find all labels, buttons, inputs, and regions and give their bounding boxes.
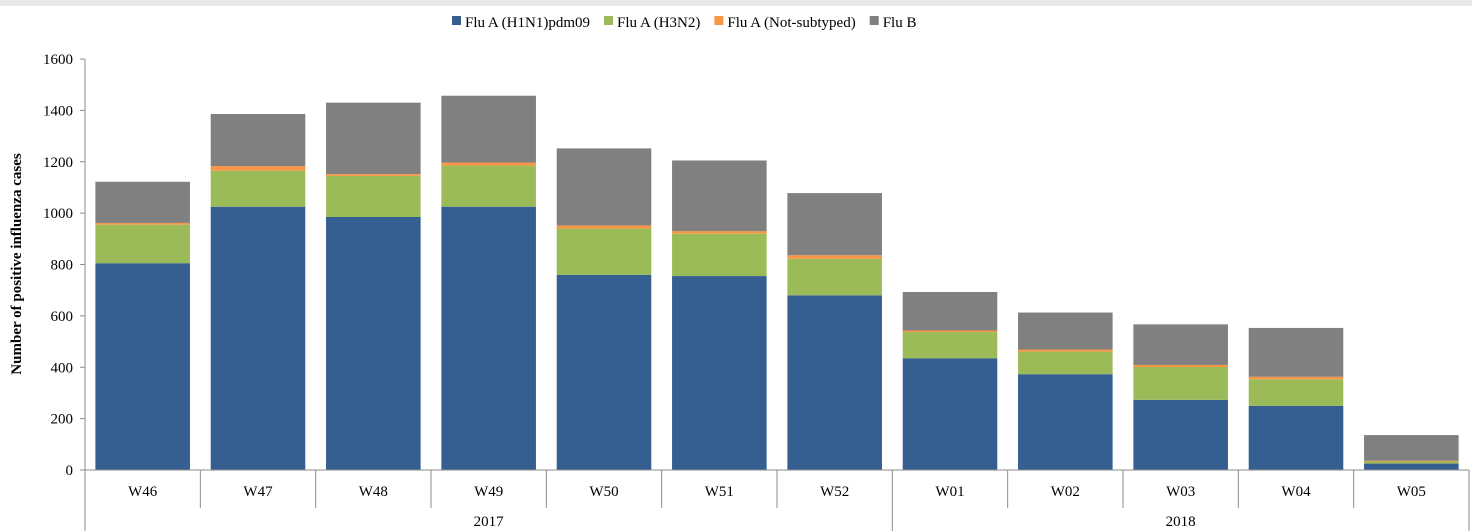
bar-segment xyxy=(1364,461,1459,462)
x-group-label: 2017 xyxy=(474,514,505,530)
x-tick-label: W05 xyxy=(1397,484,1426,500)
legend-label: Flu A (H3N2) xyxy=(617,15,700,31)
legend: Flu A (H1N1)pdm09 Flu A (H3N2) Flu A (Not-… xyxy=(452,15,916,31)
y-tick-label: 200 xyxy=(51,412,74,428)
bar-segment xyxy=(1018,313,1113,350)
bar-segment xyxy=(903,292,998,331)
bar-segment xyxy=(903,358,998,470)
y-tick-label: 0 xyxy=(66,463,74,479)
bar-segment xyxy=(326,217,421,470)
bar-segment xyxy=(1249,377,1344,380)
bar-segment xyxy=(95,225,190,264)
bar-segment xyxy=(672,276,767,470)
y-tick-label: 1200 xyxy=(43,155,73,171)
bar-segment xyxy=(211,114,306,166)
bar-segment xyxy=(1249,379,1344,405)
bar-segment xyxy=(1364,464,1459,470)
bar-segment xyxy=(672,231,767,234)
bar-segment xyxy=(441,166,536,207)
legend-swatch xyxy=(452,16,461,25)
y-tick-label: 600 xyxy=(51,309,74,325)
bar-segment xyxy=(787,295,882,470)
x-group-label: 2018 xyxy=(1166,514,1196,530)
bar-segment xyxy=(903,332,998,358)
bar-segment xyxy=(1018,374,1113,470)
bar-segment xyxy=(441,163,536,166)
x-tick-label: W46 xyxy=(128,484,158,500)
y-tick-label: 400 xyxy=(51,360,74,376)
x-tick-label: W51 xyxy=(705,484,734,500)
y-tick-label: 1400 xyxy=(43,103,73,119)
bar-segment xyxy=(1364,462,1459,464)
bar-segment xyxy=(441,207,536,470)
bar-segment xyxy=(211,207,306,470)
bar-segment xyxy=(557,148,652,225)
y-tick-label: 800 xyxy=(51,258,74,274)
bar-segment xyxy=(95,182,190,223)
x-tick-label: W48 xyxy=(359,484,388,500)
bar-segment xyxy=(787,255,882,259)
bars xyxy=(95,96,1458,470)
bar-segment xyxy=(903,331,998,333)
bar-segment xyxy=(1133,365,1228,367)
x-tick-label: W02 xyxy=(1051,484,1080,500)
bar-segment xyxy=(672,234,767,276)
bar-segment xyxy=(557,225,652,228)
bar-segment xyxy=(211,171,306,207)
bar-segment xyxy=(326,176,421,217)
bar-segment xyxy=(1133,400,1228,470)
x-tick-label: W03 xyxy=(1166,484,1195,500)
y-tick-label: 1000 xyxy=(43,206,73,222)
x-tick-label: W01 xyxy=(935,484,964,500)
bar-segment xyxy=(787,193,882,255)
bar-segment xyxy=(557,275,652,470)
x-tick-label: W52 xyxy=(820,484,849,500)
bar-segment xyxy=(1249,328,1344,377)
bar-segment xyxy=(787,259,882,295)
legend-swatch xyxy=(604,16,613,25)
bar-segment xyxy=(1133,367,1228,400)
y-axis-title: Number of positive influenza cases xyxy=(9,153,25,375)
bar-segment xyxy=(1133,324,1228,365)
bar-segment xyxy=(326,103,421,174)
x-tick-label: W49 xyxy=(474,484,503,500)
x-axis: W46 W47 W48 W49 W50 W51 W52 W01 W02 W03 W04 W05 2017… xyxy=(85,470,1469,531)
x-tick-label: W50 xyxy=(589,484,618,500)
bar-segment xyxy=(672,160,767,231)
x-tick-label: W04 xyxy=(1281,484,1311,500)
legend-label: Flu A (H1N1)pdm09 xyxy=(465,15,590,31)
bar-segment xyxy=(1249,406,1344,470)
bar-segment xyxy=(95,263,190,470)
bar-segment xyxy=(326,174,421,176)
bar-segment xyxy=(441,96,536,163)
bar-segment xyxy=(1364,435,1459,461)
y-tick-label: 1600 xyxy=(43,52,73,68)
bar-segment xyxy=(95,223,190,225)
x-tick-label: W47 xyxy=(243,484,273,500)
legend-label: Flu B xyxy=(883,15,917,31)
legend-swatch xyxy=(714,16,723,25)
bar-segment xyxy=(1018,352,1113,375)
legend-swatch xyxy=(870,16,879,25)
bar-segment xyxy=(211,166,306,171)
bar-segment xyxy=(557,229,652,275)
legend-label: Flu A (Not-subtyped) xyxy=(727,15,855,31)
bar-segment xyxy=(1018,350,1113,352)
y-axis: 0 200 400 600 800 1000 1200 1400 1600 xyxy=(43,52,85,479)
